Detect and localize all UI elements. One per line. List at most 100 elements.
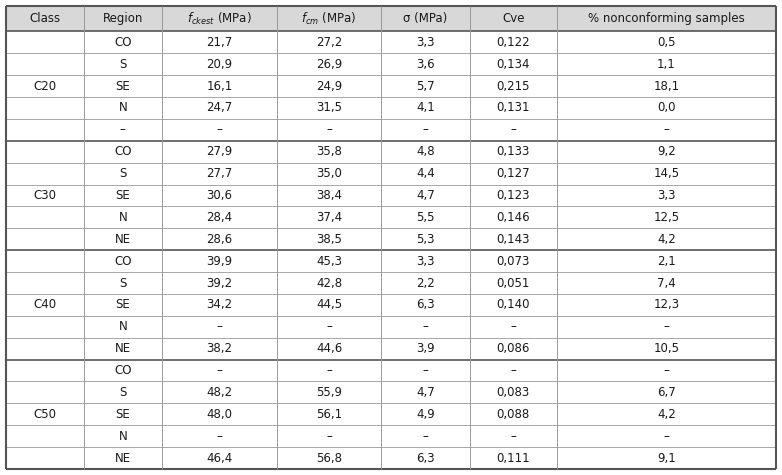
Text: 0,133: 0,133: [497, 145, 530, 158]
Text: 4,4: 4,4: [416, 167, 435, 180]
Text: 3,3: 3,3: [416, 255, 435, 267]
Text: 0,073: 0,073: [497, 255, 530, 267]
Text: 0,134: 0,134: [497, 57, 530, 71]
Text: –: –: [422, 320, 429, 333]
Text: 0,088: 0,088: [497, 408, 529, 421]
Text: N: N: [118, 320, 127, 333]
Text: 35,8: 35,8: [316, 145, 342, 158]
Text: 28,6: 28,6: [206, 233, 232, 246]
Text: 24,7: 24,7: [206, 102, 232, 114]
Text: 0,122: 0,122: [497, 36, 530, 49]
Text: 55,9: 55,9: [316, 386, 342, 399]
Text: –: –: [217, 124, 222, 136]
Text: N: N: [118, 102, 127, 114]
Text: 4,2: 4,2: [657, 408, 676, 421]
Text: CO: CO: [114, 36, 131, 49]
Text: CO: CO: [114, 145, 131, 158]
Bar: [6, 6, 776, 31]
Text: 0,086: 0,086: [497, 342, 530, 355]
Text: S: S: [119, 276, 127, 289]
Text: $f_{cm}$ (MPa): $f_{cm}$ (MPa): [301, 10, 357, 27]
Text: 56,8: 56,8: [316, 452, 342, 465]
Text: Region: Region: [102, 12, 143, 25]
Text: S: S: [119, 386, 127, 399]
Text: SE: SE: [116, 408, 130, 421]
Text: –: –: [663, 320, 669, 333]
Text: –: –: [326, 430, 332, 443]
Text: 30,6: 30,6: [206, 189, 232, 202]
Text: 21,7: 21,7: [206, 36, 232, 49]
Text: S: S: [119, 167, 127, 180]
Text: –: –: [120, 124, 126, 136]
Text: 20,9: 20,9: [206, 57, 232, 71]
Text: 38,4: 38,4: [316, 189, 342, 202]
Text: –: –: [217, 364, 222, 377]
Text: 6,3: 6,3: [416, 452, 435, 465]
Text: 27,2: 27,2: [316, 36, 343, 49]
Text: 3,6: 3,6: [416, 57, 435, 71]
Text: –: –: [326, 320, 332, 333]
Text: 0,143: 0,143: [497, 233, 530, 246]
Text: 0,051: 0,051: [497, 276, 530, 289]
Text: 39,2: 39,2: [206, 276, 232, 289]
Text: 4,9: 4,9: [416, 408, 435, 421]
Text: 5,3: 5,3: [416, 233, 435, 246]
Text: –: –: [217, 320, 222, 333]
Text: NE: NE: [115, 233, 131, 246]
Text: 45,3: 45,3: [316, 255, 342, 267]
Text: C30: C30: [34, 189, 56, 202]
Text: –: –: [510, 320, 516, 333]
Text: C20: C20: [34, 79, 56, 93]
Text: SE: SE: [116, 189, 130, 202]
Text: 2,2: 2,2: [416, 276, 435, 289]
Text: 14,5: 14,5: [653, 167, 680, 180]
Text: 0,083: 0,083: [497, 386, 529, 399]
Text: –: –: [510, 430, 516, 443]
Text: –: –: [663, 430, 669, 443]
Text: 0,111: 0,111: [497, 452, 530, 465]
Text: 3,9: 3,9: [416, 342, 435, 355]
Text: 26,9: 26,9: [316, 57, 343, 71]
Text: 0,131: 0,131: [497, 102, 530, 114]
Text: 0,5: 0,5: [657, 36, 676, 49]
Text: σ (MPa): σ (MPa): [404, 12, 447, 25]
Text: NE: NE: [115, 342, 131, 355]
Text: 0,123: 0,123: [497, 189, 530, 202]
Text: Class: Class: [30, 12, 60, 25]
Text: 4,7: 4,7: [416, 386, 435, 399]
Text: Cve: Cve: [502, 12, 525, 25]
Text: 37,4: 37,4: [316, 211, 342, 224]
Text: –: –: [663, 124, 669, 136]
Text: 56,1: 56,1: [316, 408, 342, 421]
Text: 0,140: 0,140: [497, 298, 530, 312]
Text: 44,6: 44,6: [316, 342, 343, 355]
Text: 48,0: 48,0: [206, 408, 232, 421]
Text: 27,7: 27,7: [206, 167, 232, 180]
Text: 38,2: 38,2: [206, 342, 232, 355]
Text: 3,3: 3,3: [416, 36, 435, 49]
Text: % nonconforming samples: % nonconforming samples: [588, 12, 744, 25]
Text: 9,1: 9,1: [657, 452, 676, 465]
Text: 9,2: 9,2: [657, 145, 676, 158]
Text: 12,3: 12,3: [653, 298, 680, 312]
Text: 39,9: 39,9: [206, 255, 232, 267]
Text: –: –: [422, 364, 429, 377]
Text: S: S: [119, 57, 127, 71]
Text: CO: CO: [114, 364, 131, 377]
Text: 5,5: 5,5: [416, 211, 435, 224]
Text: 4,7: 4,7: [416, 189, 435, 202]
Text: CO: CO: [114, 255, 131, 267]
Text: C40: C40: [34, 298, 56, 312]
Text: 46,4: 46,4: [206, 452, 232, 465]
Text: NE: NE: [115, 452, 131, 465]
Text: 31,5: 31,5: [316, 102, 342, 114]
Text: N: N: [118, 211, 127, 224]
Text: –: –: [326, 364, 332, 377]
Text: –: –: [217, 430, 222, 443]
Text: 6,3: 6,3: [416, 298, 435, 312]
Text: 12,5: 12,5: [653, 211, 680, 224]
Text: 10,5: 10,5: [653, 342, 680, 355]
Text: –: –: [326, 124, 332, 136]
Text: 27,9: 27,9: [206, 145, 232, 158]
Text: 0,0: 0,0: [657, 102, 676, 114]
